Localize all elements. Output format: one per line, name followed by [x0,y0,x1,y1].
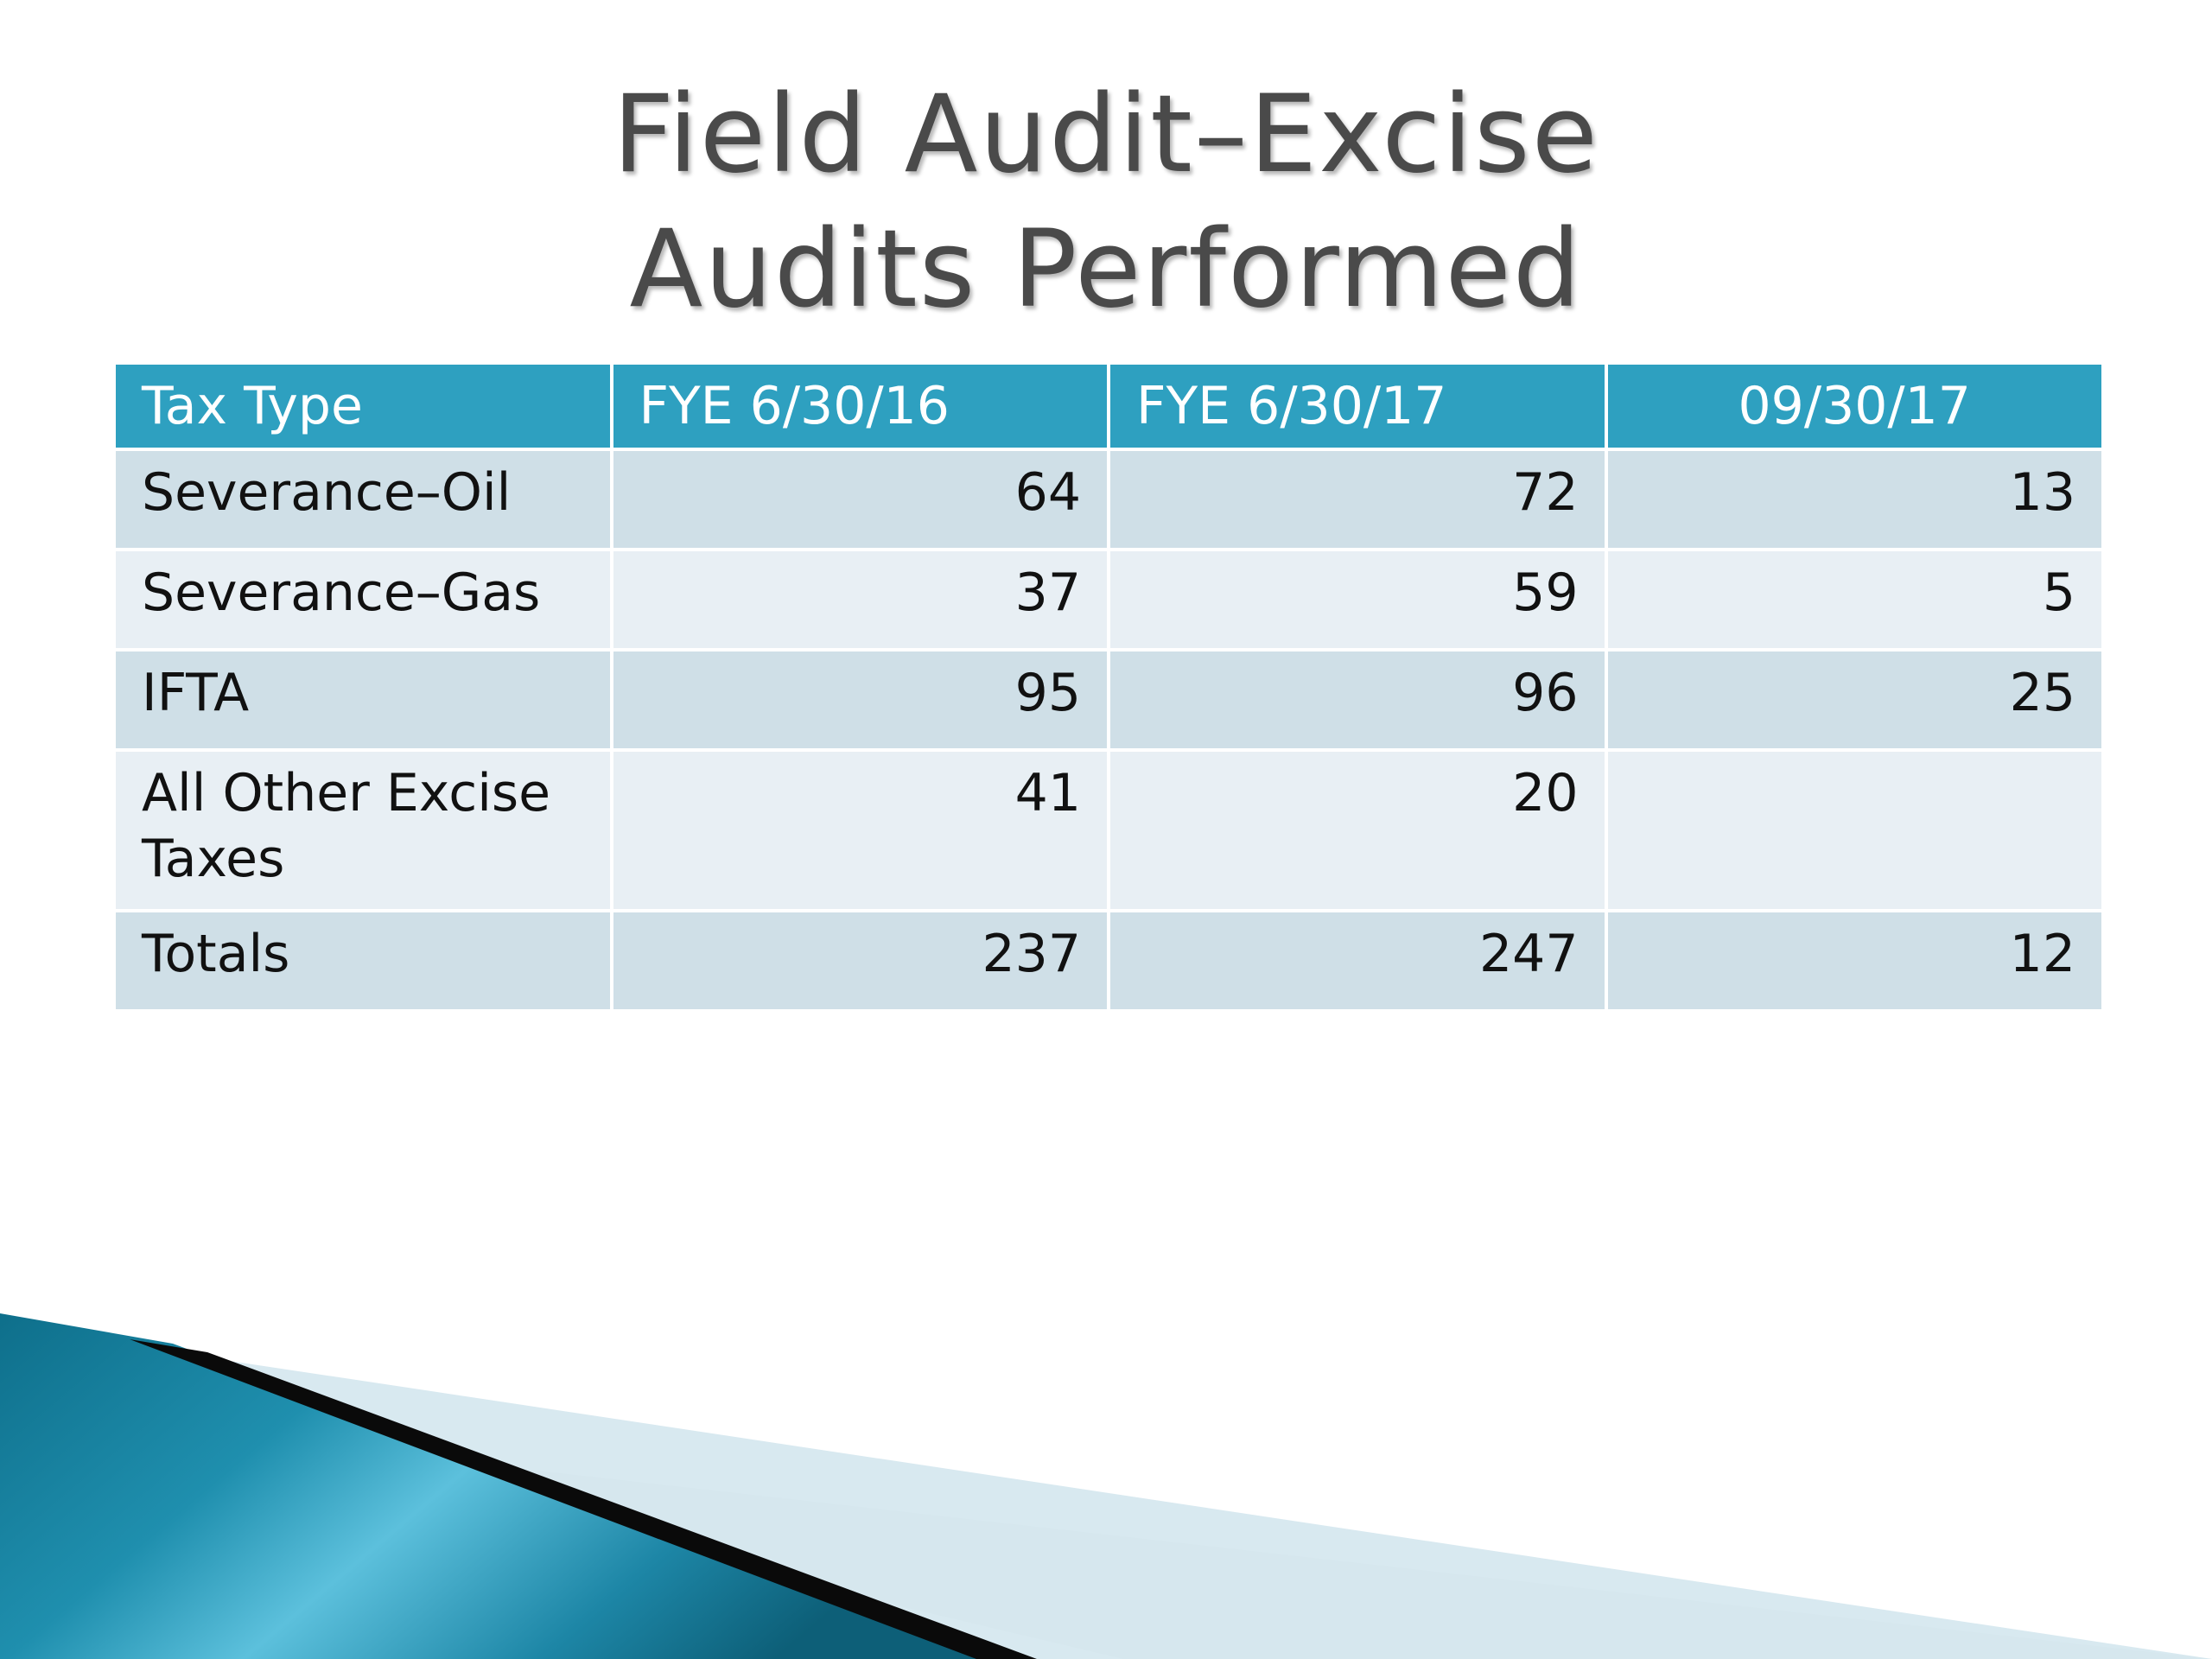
table-row: Severance–Gas 37 59 5 [112,548,2105,652]
cell-q1-17: 12 [1604,909,2105,1013]
pale-wedge [138,1426,2212,1659]
cell-fye-16: 95 [609,648,1110,752]
cell-q1-17 [1604,748,2105,912]
cell-fye-16: 41 [609,748,1110,912]
header-q1-17: 09/30/17 [1604,361,2105,451]
audits-table: Tax Type FYE 6/30/16 FYE 6/30/17 09/30/1… [112,361,2105,1013]
black-band [130,1339,1037,1659]
table-row: Severance–Oil 64 72 13 [112,448,2105,551]
header-fye-17: FYE 6/30/17 [1107,361,1608,451]
cell-fye-16: 64 [609,448,1110,551]
cell-fye-17: 247 [1107,909,1608,1013]
cell-fye-17: 96 [1107,648,1608,752]
cell-fye-17: 20 [1107,748,1608,912]
cell-fye-16: 237 [609,909,1110,1013]
cell-tax-type: IFTA [112,648,613,752]
cell-fye-17: 72 [1107,448,1608,551]
slide-title: Field Audit–Excise Audits Performed [0,67,2212,337]
cell-q1-17: 13 [1604,448,2105,551]
header-fye-16: FYE 6/30/16 [609,361,1110,451]
table-header-row: Tax Type FYE 6/30/16 FYE 6/30/17 09/30/1… [112,361,2105,451]
table-row: All Other Excise Taxes 41 20 [112,748,2105,912]
cell-fye-16: 37 [609,548,1110,652]
cell-tax-type: Severance–Oil [112,448,613,551]
cell-tax-type: Totals [112,909,613,1013]
title-line-2: Audits Performed [629,207,1583,332]
table-row: Totals 237 247 12 [112,909,2105,1013]
table-row: IFTA 95 96 25 [112,648,2105,752]
cell-fye-17: 59 [1107,548,1608,652]
header-tax-type: Tax Type [112,361,613,451]
cell-tax-type: Severance–Gas [112,548,613,652]
pale-band [0,1326,2212,1659]
title-line-1: Field Audit–Excise [613,73,1599,197]
decorative-swoosh [0,1313,2212,1659]
cell-tax-type: All Other Excise Taxes [112,748,613,912]
cell-q1-17: 25 [1604,648,2105,752]
cell-q1-17: 5 [1604,548,2105,652]
